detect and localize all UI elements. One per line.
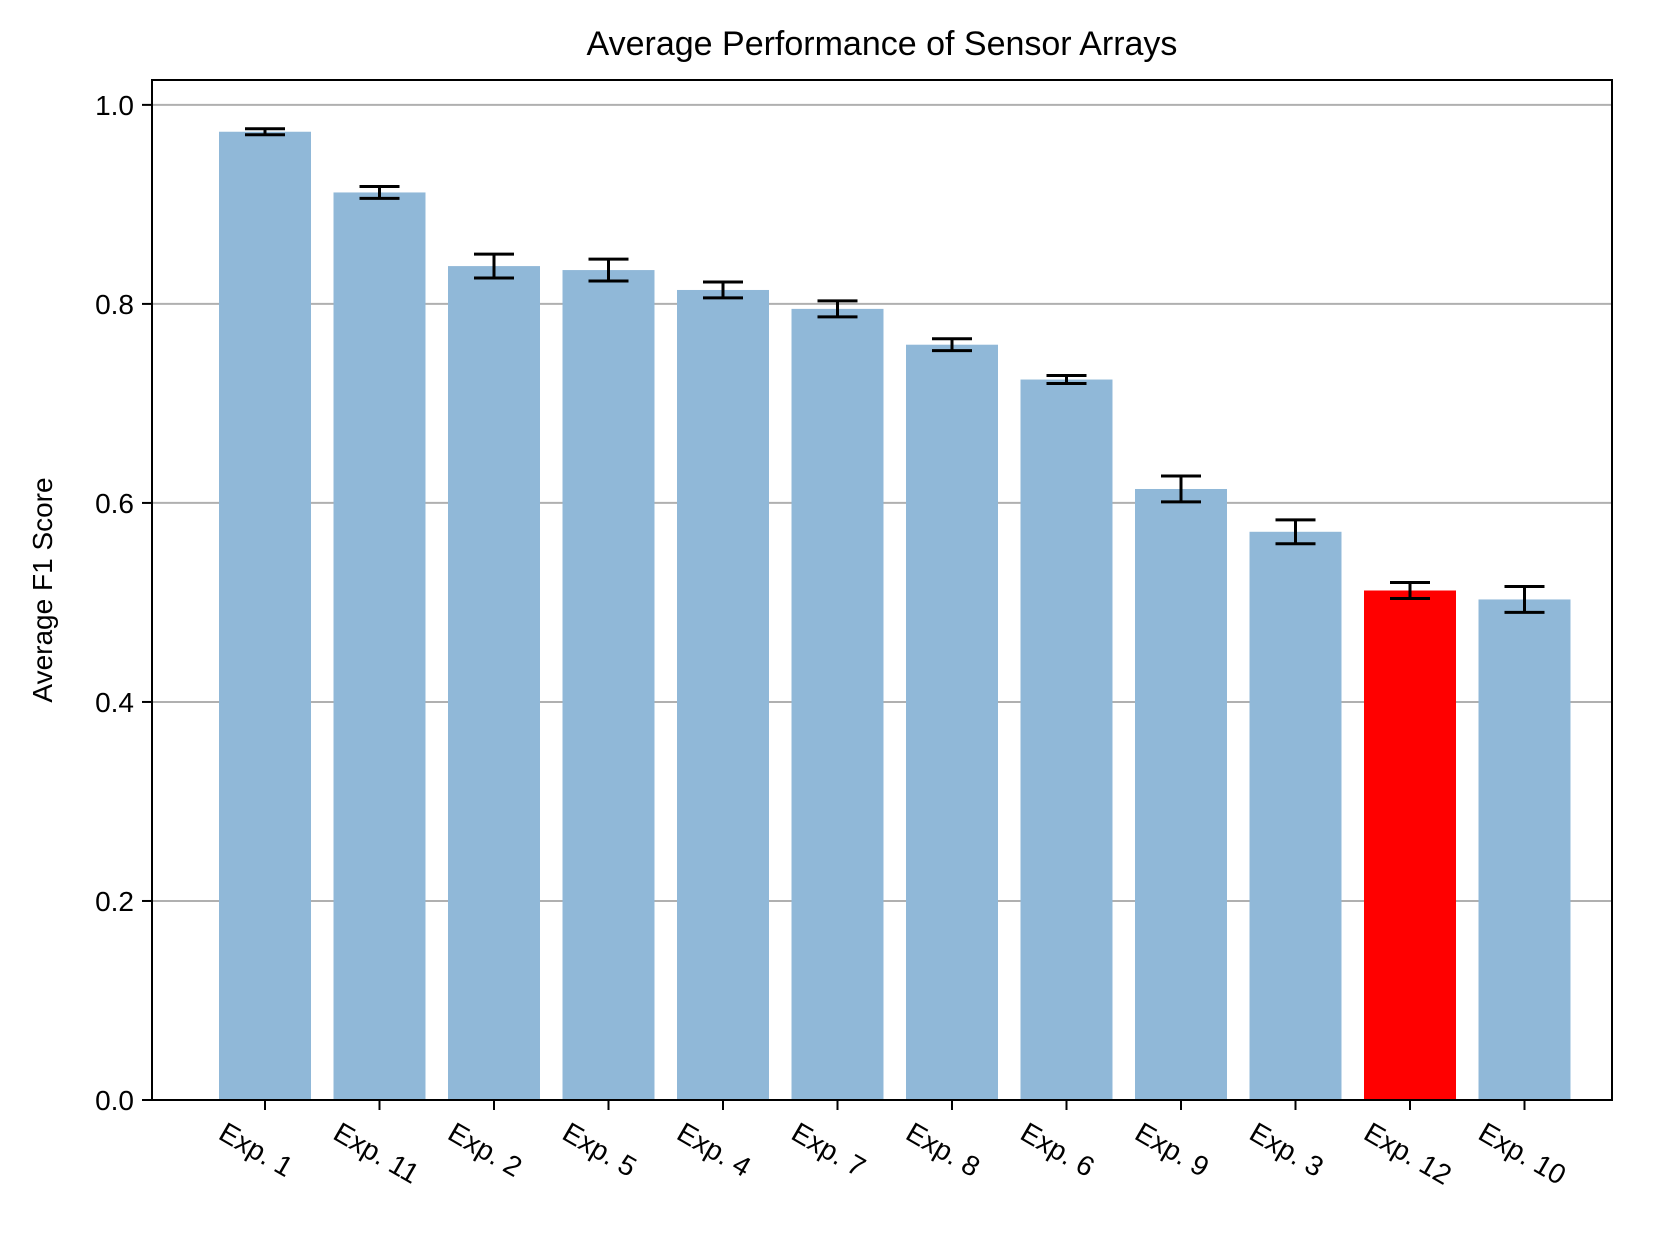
x-tick-label: Exp. 8	[901, 1116, 985, 1183]
bar	[448, 266, 540, 1101]
y-tick-label: 0.8	[95, 289, 134, 320]
bars	[219, 131, 1571, 1101]
x-ticks: Exp. 1 Exp. 11 Exp. 2 Exp. 5 Exp. 4 Exp. 7 Exp…	[214, 1100, 1571, 1191]
x-tick-label: Exp. 9	[1130, 1116, 1214, 1183]
x-tick-label: Exp. 12	[1359, 1116, 1457, 1190]
x-tick-label: Exp. 5	[558, 1116, 642, 1183]
bar	[1020, 379, 1113, 1100]
y-ticks: 0.0 0.2 0.4 0.6 0.8 1.0	[95, 90, 152, 1116]
bar	[1135, 488, 1227, 1100]
x-tick-label: Exp. 4	[672, 1116, 756, 1183]
bar	[906, 344, 998, 1100]
bar	[219, 131, 311, 1100]
y-tick-label: 0.2	[95, 886, 134, 917]
y-tick-label: 0.0	[95, 1085, 134, 1116]
y-tick-label: 0.4	[95, 687, 134, 718]
bar	[333, 192, 426, 1100]
bar	[1249, 531, 1342, 1100]
error-bars	[245, 127, 1545, 614]
x-tick-label: Exp. 1	[214, 1116, 298, 1183]
x-tick-label: Exp. 11	[329, 1116, 425, 1189]
y-axis-label: Average F1 Score	[27, 477, 58, 702]
x-tick-label: Exp. 7	[787, 1116, 871, 1183]
x-tick-label: Exp. 10	[1474, 1116, 1572, 1190]
y-tick-label: 0.6	[95, 488, 134, 519]
x-tick-label: Exp. 2	[443, 1116, 527, 1183]
bar	[1478, 599, 1571, 1100]
x-tick-label: Exp. 3	[1245, 1116, 1329, 1183]
x-tick-label: Exp. 6	[1016, 1116, 1100, 1183]
bar	[562, 270, 655, 1100]
y-tick-label: 1.0	[95, 90, 134, 121]
plot-frame	[151, 79, 1613, 1101]
highlighted-bar	[1364, 590, 1456, 1100]
bar	[791, 308, 884, 1100]
bar	[677, 289, 769, 1101]
chart-title: Average Performance of Sensor Arrays	[587, 25, 1178, 63]
